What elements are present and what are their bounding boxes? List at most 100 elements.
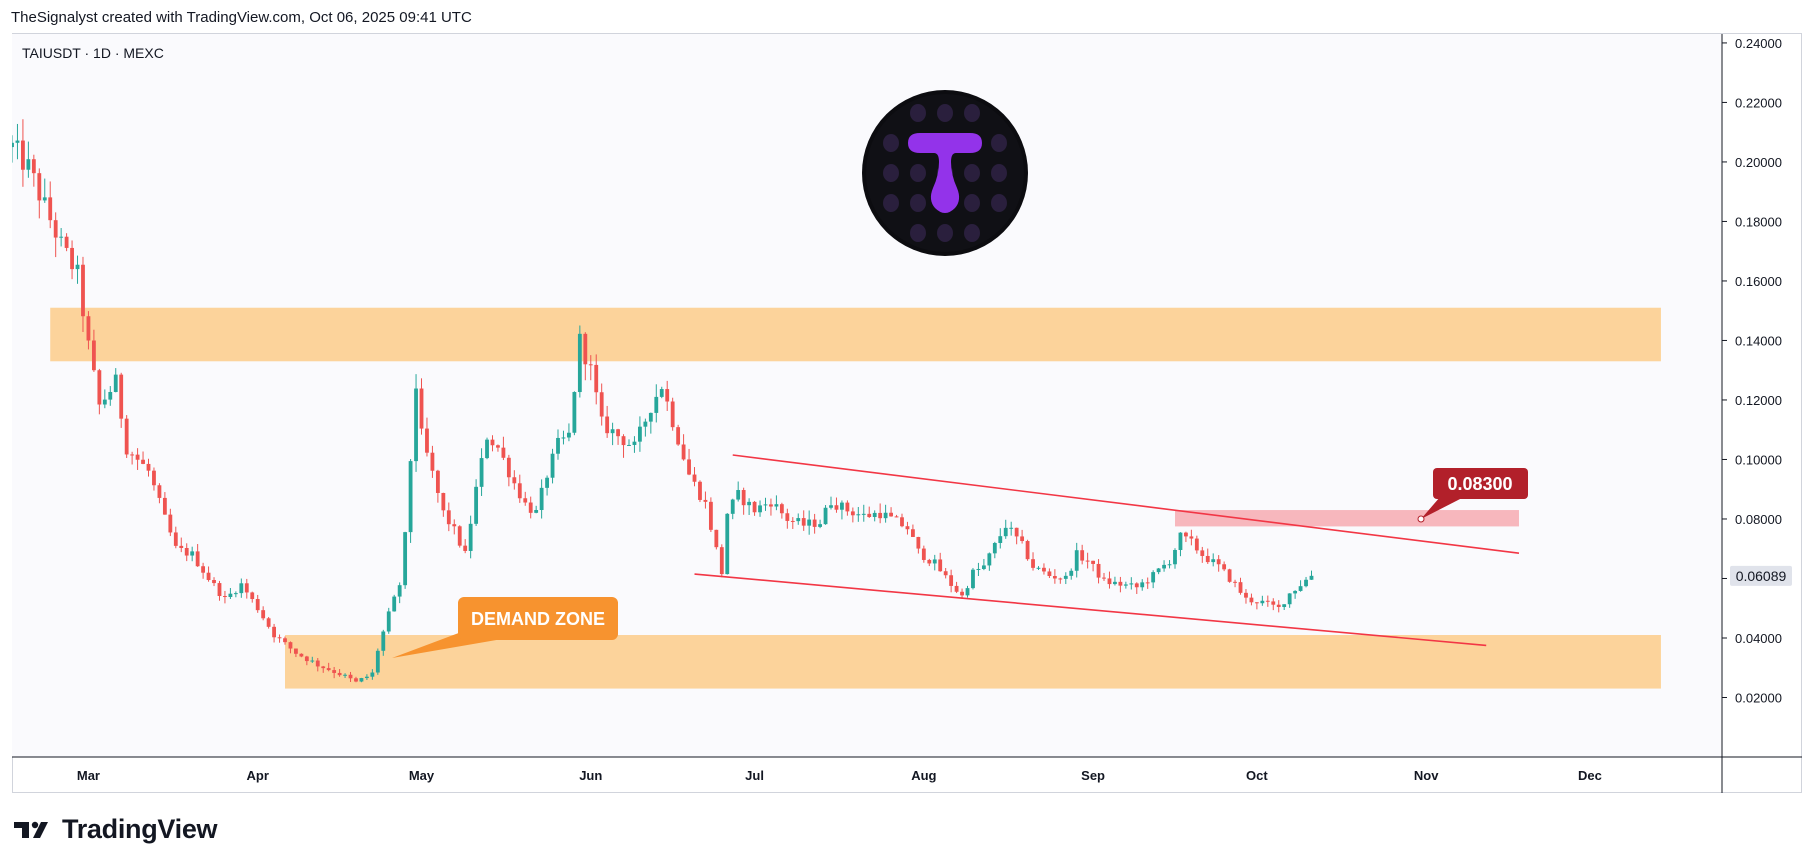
candle bbox=[332, 666, 337, 679]
candle bbox=[681, 434, 686, 461]
candle bbox=[594, 354, 599, 405]
candle bbox=[506, 454, 511, 487]
candle bbox=[201, 562, 206, 579]
candle bbox=[1167, 560, 1172, 569]
candle bbox=[1282, 604, 1287, 611]
candle bbox=[1052, 569, 1057, 584]
candle bbox=[266, 616, 271, 629]
candle bbox=[1134, 582, 1139, 594]
candle bbox=[616, 428, 620, 445]
candle bbox=[1107, 571, 1112, 589]
candle bbox=[463, 539, 468, 554]
candle bbox=[949, 569, 954, 593]
candle bbox=[1102, 572, 1106, 581]
target-price-label: 0.08300 bbox=[1447, 474, 1512, 494]
candle bbox=[1058, 577, 1063, 584]
candle bbox=[910, 524, 915, 538]
candle bbox=[277, 634, 282, 643]
candle bbox=[375, 648, 380, 675]
candle bbox=[1123, 581, 1128, 589]
candle bbox=[670, 397, 675, 431]
candle bbox=[1129, 577, 1134, 590]
candle bbox=[703, 491, 708, 509]
candle bbox=[763, 497, 768, 511]
candle bbox=[861, 504, 866, 522]
demand-zone bbox=[285, 635, 1661, 689]
candle bbox=[1118, 576, 1123, 593]
logo-dot bbox=[964, 194, 980, 212]
candle bbox=[42, 178, 47, 203]
candle bbox=[1189, 529, 1194, 546]
candle bbox=[141, 451, 145, 465]
candle bbox=[850, 507, 855, 523]
candle bbox=[173, 526, 178, 549]
candle bbox=[146, 458, 151, 477]
tradingview-logo[interactable]: TradingView bbox=[14, 814, 218, 845]
candle bbox=[840, 500, 844, 520]
candle bbox=[932, 554, 937, 571]
candle bbox=[1025, 539, 1030, 561]
candle bbox=[599, 383, 604, 426]
candle bbox=[119, 372, 124, 428]
candle bbox=[1304, 576, 1308, 588]
candle bbox=[321, 665, 326, 673]
y-axis[interactable]: 0.24000 0.22000 0.20000 0.18000 0.16000 0.140… bbox=[1722, 36, 1782, 706]
candle bbox=[1140, 579, 1145, 591]
candle bbox=[1151, 570, 1156, 589]
candle bbox=[889, 507, 893, 517]
current-price-tag: 0.06089 bbox=[1730, 565, 1792, 586]
candle bbox=[1194, 535, 1199, 554]
candle bbox=[856, 506, 861, 522]
candle bbox=[829, 496, 833, 510]
candle bbox=[48, 181, 53, 229]
candle bbox=[927, 558, 932, 567]
candle bbox=[168, 508, 173, 537]
logo-dot bbox=[910, 194, 926, 212]
candle bbox=[1009, 521, 1014, 536]
candle bbox=[943, 567, 948, 579]
logo-dot bbox=[883, 194, 899, 212]
candle bbox=[539, 479, 544, 519]
candle bbox=[15, 123, 20, 160]
candle bbox=[992, 541, 997, 559]
candle bbox=[758, 500, 762, 517]
logo-dot bbox=[991, 194, 1007, 212]
candle bbox=[872, 510, 877, 522]
candle bbox=[97, 368, 102, 415]
candle bbox=[938, 552, 943, 572]
candle bbox=[414, 374, 418, 472]
candle bbox=[561, 430, 566, 445]
candle bbox=[621, 434, 626, 458]
candle bbox=[408, 459, 413, 543]
lower-trendline[interactable] bbox=[694, 573, 1487, 647]
current-price-label: 0.06089 bbox=[1736, 568, 1787, 584]
candle bbox=[250, 591, 255, 603]
candle bbox=[239, 578, 244, 598]
candle bbox=[976, 562, 981, 576]
candle bbox=[867, 506, 872, 518]
candle bbox=[971, 567, 975, 590]
candle bbox=[53, 212, 58, 258]
candle bbox=[403, 531, 408, 589]
candle bbox=[812, 513, 817, 534]
candle bbox=[725, 513, 730, 575]
x-axis[interactable]: Mar Apr May Jun Jul Aug Sep Oct Nov Dec bbox=[77, 768, 1602, 783]
candle bbox=[845, 500, 850, 516]
candle bbox=[496, 444, 500, 452]
upper-trendline[interactable] bbox=[732, 454, 1520, 554]
candle bbox=[195, 544, 200, 567]
candle bbox=[343, 673, 347, 678]
candle bbox=[1249, 593, 1254, 606]
candle bbox=[233, 591, 238, 598]
candle bbox=[823, 505, 828, 525]
candle bbox=[70, 240, 74, 280]
candle bbox=[981, 558, 986, 571]
candle bbox=[796, 513, 801, 525]
x-tick-label: May bbox=[409, 768, 435, 783]
logo-dot bbox=[991, 164, 1007, 182]
logo-dot bbox=[910, 224, 926, 242]
tradingview-wordmark: TradingView bbox=[62, 814, 218, 844]
x-tick-label: Dec bbox=[1578, 768, 1602, 783]
candle bbox=[627, 439, 631, 446]
